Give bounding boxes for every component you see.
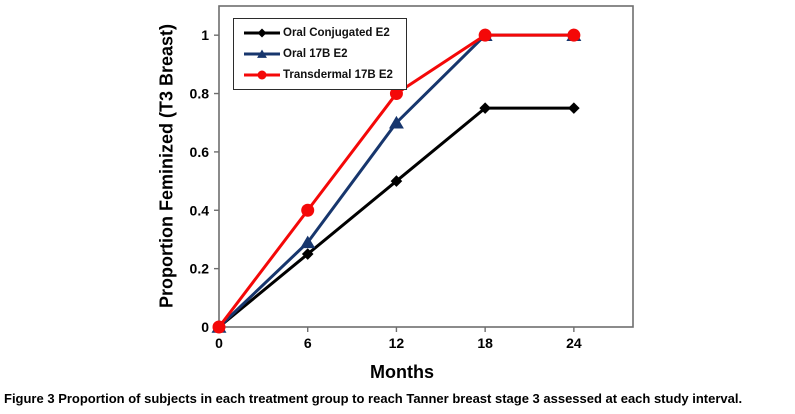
data-point-marker bbox=[568, 102, 580, 114]
x-axis-title: Months bbox=[370, 362, 434, 382]
legend-diamond-icon bbox=[244, 28, 280, 38]
legend: Oral Conjugated E2 Oral 17B E2 Transdermal… bbox=[233, 18, 407, 90]
legend-triangle-icon bbox=[244, 49, 280, 58]
y-tick-label: 0.2 bbox=[190, 261, 210, 277]
legend-item: Oral Conjugated E2 bbox=[243, 26, 393, 40]
figure-caption-text: Proportion of subjects in each treatment… bbox=[54, 391, 743, 406]
legend-item: Oral 17B E2 bbox=[243, 47, 393, 61]
data-point-marker bbox=[212, 320, 226, 334]
plot-area: 0 6 12 18 24 0 0.2 0.4 0.6 0.8 1 bbox=[190, 5, 634, 351]
y-tick-label: 0.6 bbox=[190, 144, 210, 160]
x-tick-label: 24 bbox=[566, 335, 582, 351]
data-point-marker bbox=[390, 175, 403, 187]
x-tick-label: 12 bbox=[389, 335, 405, 351]
y-tick-label: 0 bbox=[201, 319, 209, 335]
y-tick-label: 0.8 bbox=[190, 86, 210, 102]
legend-label: Oral 17B E2 bbox=[283, 48, 348, 60]
data-point-marker bbox=[389, 87, 403, 101]
data-point-marker bbox=[301, 248, 314, 260]
y-axis-title: Proportion Feminized (T3 Breast) bbox=[156, 23, 177, 309]
legend-marker bbox=[257, 49, 267, 58]
legend-marker bbox=[257, 28, 267, 38]
series-line bbox=[218, 106, 574, 329]
series-diamond bbox=[213, 102, 580, 333]
legend-marker bbox=[257, 70, 267, 80]
y-tick-label: 0.4 bbox=[190, 202, 210, 218]
series-circle bbox=[212, 28, 581, 334]
x-tick-label: 6 bbox=[304, 335, 312, 351]
legend-item: Transdermal 17B E2 bbox=[243, 68, 393, 82]
data-point-marker bbox=[567, 28, 581, 42]
legend-label: Oral Conjugated E2 bbox=[283, 27, 390, 39]
figure-caption-label: Figure 3 bbox=[4, 391, 55, 406]
y-tick-label: 1 bbox=[201, 27, 209, 43]
figure-caption: Figure 3 Proportion of subjects in each … bbox=[4, 391, 792, 406]
x-tick-label: 0 bbox=[215, 335, 223, 351]
data-point-marker bbox=[478, 28, 492, 42]
data-point-marker bbox=[479, 102, 491, 114]
legend-circle-icon bbox=[244, 70, 280, 80]
data-point-marker bbox=[300, 235, 316, 249]
plot-frame bbox=[218, 5, 634, 328]
data-point-marker bbox=[301, 203, 315, 217]
legend-label: Transdermal 17B E2 bbox=[283, 69, 393, 81]
data-point-marker bbox=[388, 115, 404, 129]
x-tick-label: 18 bbox=[477, 335, 493, 351]
